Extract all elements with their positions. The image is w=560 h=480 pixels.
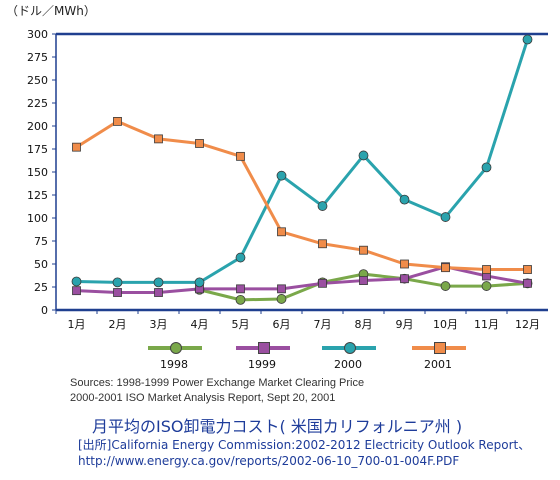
legend-item-1998: 1998 bbox=[148, 340, 238, 371]
data-point-1999 bbox=[318, 278, 327, 288]
y-tick-label: 275 bbox=[27, 51, 48, 64]
y-tick-label: 75 bbox=[34, 235, 48, 248]
y-axis-unit-label: （ドル／MWh） bbox=[6, 4, 96, 18]
x-tick-label: 1月 bbox=[68, 318, 86, 331]
y-tick-label: 225 bbox=[27, 97, 48, 110]
data-point-1999 bbox=[72, 286, 81, 296]
x-tick-label: 4月 bbox=[191, 318, 209, 331]
data-point-2001 bbox=[482, 265, 491, 274]
data-point-2001 bbox=[318, 239, 327, 249]
data-point-1999 bbox=[154, 288, 163, 297]
data-point-2001 bbox=[400, 259, 409, 269]
x-tick-label: 6月 bbox=[273, 318, 291, 331]
data-point-2000 bbox=[276, 170, 287, 181]
data-point-1998 bbox=[481, 281, 492, 291]
y-tick-label: 175 bbox=[27, 143, 48, 156]
x-tick-label: 10月 bbox=[433, 318, 458, 331]
data-point-2001 bbox=[277, 227, 286, 237]
y-tick-label: 250 bbox=[27, 74, 48, 87]
chart-legend: 1998 1999 2000 2001 bbox=[0, 340, 560, 371]
data-point-2000 bbox=[112, 277, 123, 288]
y-tick-label: 300 bbox=[27, 28, 48, 41]
data-point-1998 bbox=[276, 294, 287, 304]
data-point-2001 bbox=[441, 263, 450, 273]
data-point-2000 bbox=[153, 277, 164, 288]
reference-note: [出所]California Energy Commission:2002-20… bbox=[78, 437, 530, 469]
y-tick-label: 200 bbox=[27, 120, 48, 133]
legend-swatch-marker bbox=[170, 342, 182, 354]
x-tick-label: 5月 bbox=[232, 318, 250, 331]
data-point-2001 bbox=[359, 245, 368, 255]
data-point-2000 bbox=[522, 34, 533, 45]
data-point-2000 bbox=[235, 252, 246, 263]
data-point-1999 bbox=[277, 284, 286, 294]
x-tick-label: 11月 bbox=[474, 318, 499, 331]
data-point-1999 bbox=[523, 278, 532, 288]
legend-swatch-marker bbox=[258, 342, 270, 354]
x-tick-label: 12月 bbox=[515, 318, 540, 331]
data-point-2001 bbox=[523, 265, 532, 274]
y-tick-label: 50 bbox=[34, 258, 48, 271]
sources-line-2: 2000-2001 ISO Market Analysis Report, Se… bbox=[70, 392, 336, 404]
x-tick-label: 7月 bbox=[314, 318, 332, 331]
data-point-2000 bbox=[317, 201, 328, 211]
chart-title: 月平均のISO卸電力コスト( 米国カリフォルニア州 ) bbox=[92, 417, 463, 436]
sources-line-1: Sources: 1998-1999 Power Exchange Market… bbox=[70, 377, 365, 389]
data-point-2001 bbox=[195, 139, 204, 148]
legend-label: 1999 bbox=[248, 358, 276, 371]
y-tick-label: 125 bbox=[27, 189, 48, 202]
x-tick-label: 9月 bbox=[396, 318, 414, 331]
data-point-1998 bbox=[235, 294, 246, 305]
y-tick-label: 100 bbox=[27, 212, 48, 225]
data-point-2000 bbox=[481, 162, 492, 173]
legend-label: 2001 bbox=[424, 358, 452, 371]
data-point-2001 bbox=[154, 134, 163, 144]
legend-item-2001: 2001 bbox=[412, 340, 502, 371]
data-point-1999 bbox=[236, 284, 245, 294]
data-point-2001 bbox=[113, 117, 122, 126]
series-line-2000 bbox=[76, 39, 529, 284]
legend-swatch-marker bbox=[434, 342, 446, 354]
data-point-2000 bbox=[399, 194, 410, 205]
data-point-2000 bbox=[194, 277, 205, 288]
x-tick-label: 3月 bbox=[150, 318, 168, 331]
y-tick-label: 150 bbox=[27, 166, 48, 179]
legend-label: 1998 bbox=[160, 358, 188, 371]
reference-line-2: http://www.energy.ca.gov/reports/2002-06… bbox=[78, 454, 460, 468]
data-point-1999 bbox=[400, 274, 409, 284]
legend-item-2000: 2000 bbox=[322, 340, 412, 371]
y-tick-label: 25 bbox=[34, 281, 48, 294]
legend-label: 2000 bbox=[334, 358, 362, 371]
data-point-2001 bbox=[72, 142, 81, 152]
data-point-2000 bbox=[440, 212, 451, 222]
reference-line-1: [出所]California Energy Commission:2002-20… bbox=[78, 438, 531, 452]
x-tick-label: 8月 bbox=[355, 318, 373, 331]
legend-swatch-marker bbox=[344, 342, 356, 354]
data-point-2000 bbox=[358, 150, 369, 161]
data-point-2001 bbox=[236, 151, 245, 161]
series-line-1999 bbox=[76, 265, 528, 295]
data-point-2000 bbox=[71, 276, 82, 287]
y-tick-label: 0 bbox=[41, 304, 48, 317]
legend-item-1999: 1999 bbox=[236, 340, 326, 371]
data-point-1999 bbox=[113, 288, 122, 297]
series-line-2001 bbox=[75, 119, 528, 272]
sources-note: Sources: 1998-1999 Power Exchange Market… bbox=[70, 376, 364, 406]
data-point-1998 bbox=[440, 281, 451, 291]
data-point-1999 bbox=[359, 276, 368, 285]
x-tick-label: 2月 bbox=[109, 318, 127, 331]
